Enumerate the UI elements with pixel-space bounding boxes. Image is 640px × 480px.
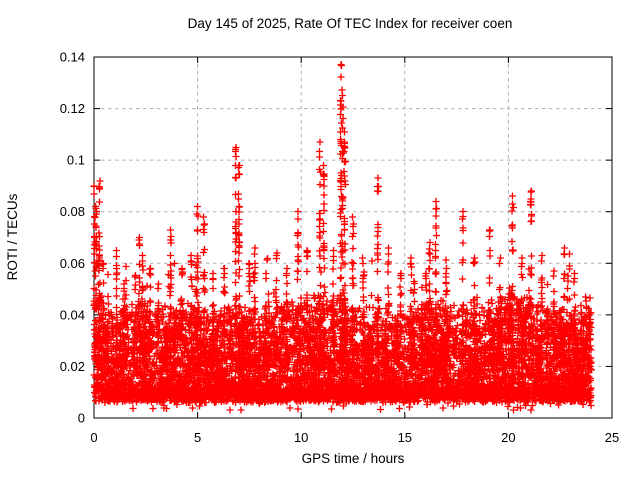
x-tick-label: 20 <box>501 430 515 445</box>
tick-marks <box>93 56 613 419</box>
y-tick-label: 0.02 <box>60 359 85 374</box>
x-tick-label: 15 <box>398 430 412 445</box>
y-tick-label: 0.1 <box>67 153 85 168</box>
y-tick-label: 0.08 <box>60 204 85 219</box>
y-tick-label: 0.12 <box>60 101 85 116</box>
x-tick-label: 25 <box>605 430 619 445</box>
chart-title: Day 145 of 2025, Rate Of TEC Index for r… <box>188 16 513 31</box>
x-tick-label: 5 <box>194 430 201 445</box>
y-tick-label: 0.06 <box>60 256 85 271</box>
y-tick-label: 0 <box>78 411 85 426</box>
y-tick-label: 0.04 <box>60 307 85 322</box>
y-axis-label: ROTI / TECUs <box>5 193 20 280</box>
data-points <box>90 61 595 414</box>
y-tick-label: 0.14 <box>60 50 85 65</box>
x-tick-label: 10 <box>294 430 308 445</box>
y-tick-labels: 0 0.02 0.04 0.06 0.08 0.1 0.12 0.14 <box>60 50 85 426</box>
x-tick-labels: 0 5 10 15 20 25 <box>90 430 619 445</box>
x-axis-label: GPS time / hours <box>302 451 405 466</box>
x-tick-label: 0 <box>90 430 97 445</box>
